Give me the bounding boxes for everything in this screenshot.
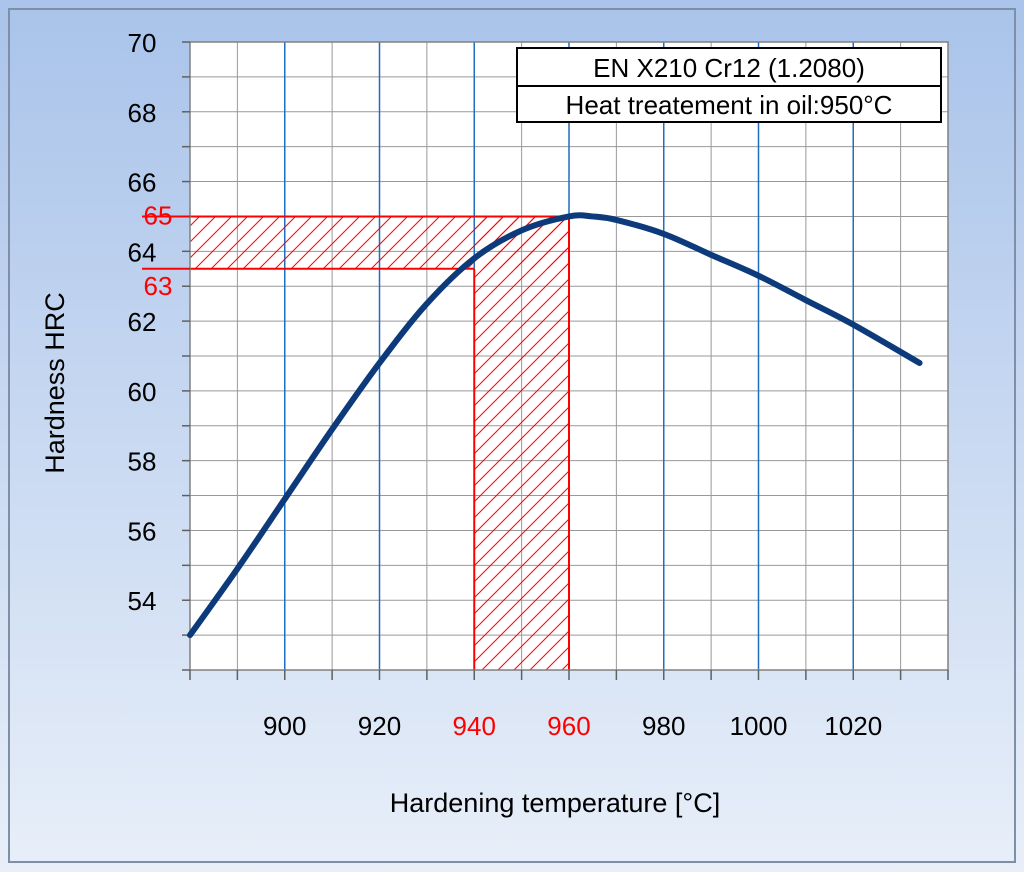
x-tick-label: 940 (453, 711, 496, 741)
annotation-labels: 65 63 (142, 200, 190, 301)
annotation-label-65: 65 (144, 200, 173, 230)
x-axis-label: Hardening temperature [°C] (390, 788, 720, 818)
y-tick-label: 58 (128, 447, 157, 477)
y-axis-label: Hardness HRC (40, 292, 70, 474)
legend-line-1: EN X210 Cr12 (1.2080) (593, 53, 865, 83)
legend-box-bottom (516, 85, 942, 123)
x-tick-label: 960 (547, 711, 590, 741)
legend-box: EN X210 Cr12 (1.2080) Heat treatement in… (516, 47, 942, 123)
y-tick-label: 64 (128, 237, 157, 267)
y-tick-labels: 54 56 58 60 62 64 66 68 70 (128, 28, 157, 616)
y-tick-label: 70 (128, 28, 157, 58)
x-tick-label: 1020 (824, 711, 882, 741)
x-tick-label: 980 (642, 711, 685, 741)
annotation-bands (190, 215, 570, 670)
x-tick-label: 900 (263, 711, 306, 741)
chart-border (8, 8, 1016, 863)
legend-line-2: Heat treatement in oil:950°C (566, 90, 893, 120)
legend-box-top (516, 47, 942, 87)
x-tick-labels: 900 920 940 960 980 1000 1020 (263, 711, 882, 741)
y-tick-label: 68 (128, 98, 157, 128)
y-tick-label: 62 (128, 307, 157, 337)
y-tick-label: 60 (128, 377, 157, 407)
y-tick-label: 54 (128, 586, 157, 616)
axis-ticks (182, 41, 949, 680)
y-tick-label: 66 (128, 168, 157, 198)
annotation-label-63: 63 (144, 271, 173, 301)
x-tick-label: 920 (358, 711, 401, 741)
temperature-band-fill (474, 216, 569, 670)
series-line-hardness (187, 212, 923, 639)
x-tick-label: 1000 (730, 711, 788, 741)
y-tick-label: 56 (128, 516, 157, 546)
